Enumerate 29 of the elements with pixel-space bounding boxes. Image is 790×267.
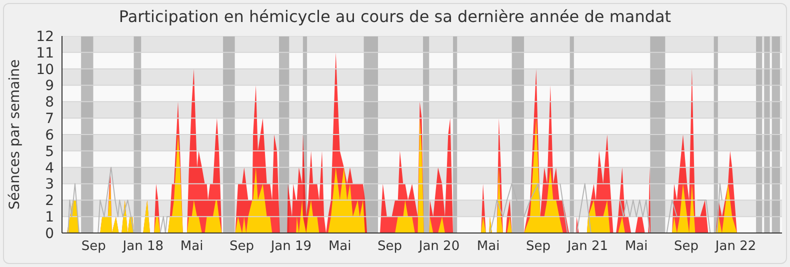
y-tick-label: 2	[45, 193, 54, 210]
x-tick-label: Sep	[674, 239, 699, 254]
y-axis-title: Séances par semaine	[6, 59, 23, 210]
x-tick-label: Jan 21	[566, 239, 608, 254]
y-tick-label: 9	[45, 78, 54, 94]
x-tick-label: Jan 19	[270, 239, 312, 254]
x-tick-label: Sep	[526, 239, 550, 254]
y-tick-label: 12	[36, 28, 54, 45]
y-tick-label: 7	[45, 111, 54, 128]
y-tick-label: 8	[45, 94, 54, 111]
chart-title: Participation en hémicycle au cours de sa dernière année de mandat	[118, 7, 672, 26]
y-tick-label: 4	[45, 160, 54, 176]
x-tick-label: Mai	[328, 239, 352, 254]
y-tick-label: 3	[45, 176, 54, 193]
x-tick-label: Mai	[180, 239, 204, 254]
x-tick-label: Sep	[377, 239, 402, 254]
y-tick-label: 1	[45, 210, 54, 226]
x-tick-label: Jan 20	[418, 239, 460, 254]
y-tick-label: 6	[45, 127, 54, 144]
y-tick-label: 0	[45, 226, 54, 242]
x-tick-label: Sep	[229, 239, 254, 254]
x-tick-label: Jan 18	[122, 239, 164, 254]
x-tick-label: Jan 22	[714, 239, 756, 254]
y-tick-label: 11	[36, 45, 54, 62]
x-tick-label: Mai	[624, 239, 648, 254]
x-tick-label: Mai	[476, 239, 500, 254]
y-tick-label: 10	[36, 62, 54, 78]
y-tick-label: 5	[45, 144, 54, 160]
x-tick-label: Sep	[81, 239, 106, 254]
